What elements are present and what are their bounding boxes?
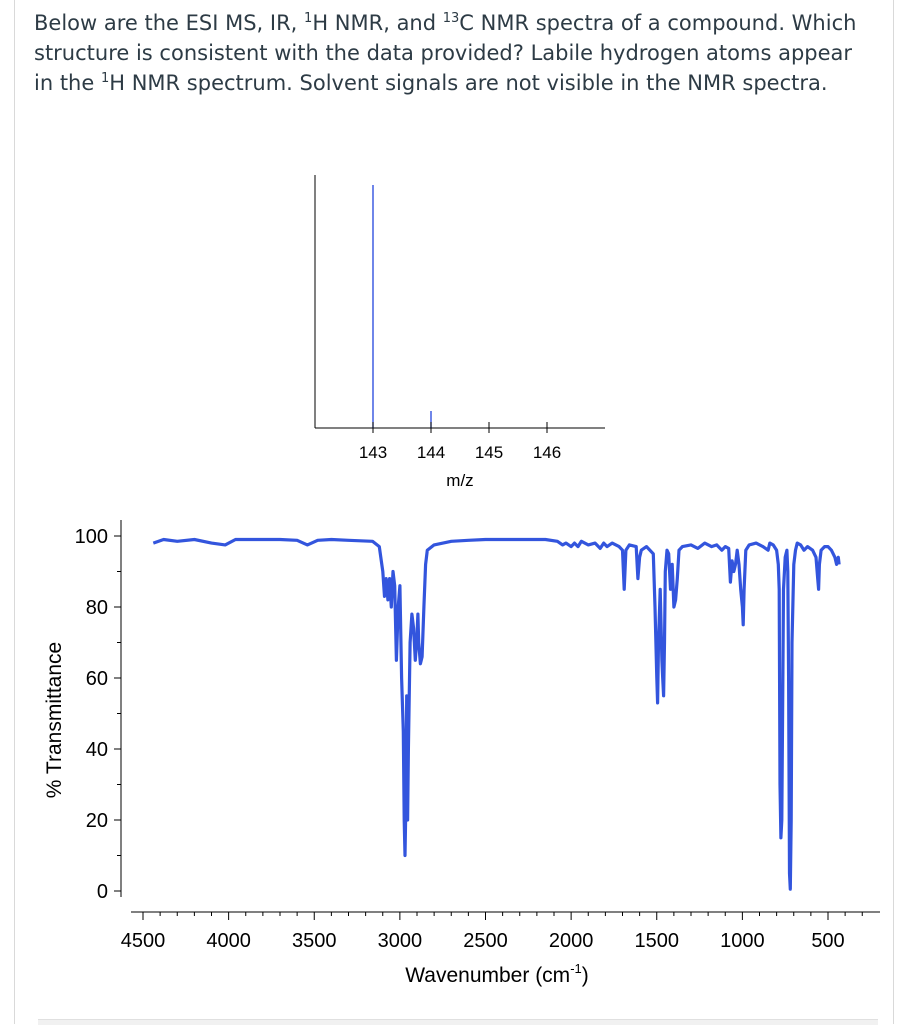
ir-ylabel: % Transmittance <box>43 642 66 798</box>
ir-xlabel-main: Wavenumber (cm <box>405 964 570 987</box>
ms-ticks: 143 144 145 146 <box>359 422 561 462</box>
ms-tick-label-145: 145 <box>475 443 503 462</box>
ir-ytick-label-20: 20 <box>86 810 108 832</box>
ms-tick-label-146: 146 <box>533 443 561 462</box>
ir-ytick-label-100: 100 <box>75 526 108 548</box>
isotope-superscript-1b: 1 <box>100 71 110 86</box>
ir-xtick-label-500: 500 <box>811 930 844 952</box>
ir-yticks: 0 20 40 60 80 100 <box>75 526 121 903</box>
question-part-4: H NMR spectrum. Solvent signals are not … <box>109 71 828 95</box>
ir-xtick-label-3000: 3000 <box>378 930 423 952</box>
question-part-3: C NMR spectra of a compound. Which struc… <box>34 11 857 95</box>
ir-xtick-label-2000: 2000 <box>549 930 594 952</box>
ir-chart: 0 20 40 60 80 100 4500 4000 3500 3000 2500 2000 150… <box>43 520 880 987</box>
ir-xtick-label-3500: 3500 <box>292 930 337 952</box>
ir-spectrum-line <box>152 537 841 891</box>
ir-xlabel-end: ) <box>582 964 589 987</box>
ms-chart: 143 144 145 146 m/z <box>314 175 605 490</box>
ms-tick-label-144: 144 <box>417 443 445 462</box>
ir-ytick-label-60: 60 <box>86 668 108 690</box>
question-part-2: H NMR, and <box>312 11 443 35</box>
question-card <box>14 0 894 1024</box>
ms-axes <box>314 175 605 429</box>
ir-ytick-label-0: 0 <box>97 881 108 903</box>
isotope-superscript-1: 1 <box>304 11 313 26</box>
ms-xlabel: m/z <box>446 471 473 490</box>
ir-xtick-label-1500: 1500 <box>635 930 680 952</box>
isotope-superscript-13: 13 <box>442 11 460 26</box>
question-part-1: Below are the ESI MS, IR, <box>34 11 305 35</box>
ir-xtick-label-4000: 4000 <box>206 930 251 952</box>
ir-xtick-label-2500: 2500 <box>463 930 508 952</box>
ir-ytick-label-40: 40 <box>86 739 108 761</box>
ir-ytick-label-80: 80 <box>86 597 108 619</box>
question-text: Below are the ESI MS, IR, 1H NMR, and 13… <box>34 8 874 98</box>
ir-xtick-label-4500: 4500 <box>121 930 166 952</box>
ms-tick-label-143: 143 <box>359 443 387 462</box>
ir-xlabel-sup: -1 <box>570 961 582 976</box>
ms-peaks <box>372 185 432 428</box>
ir-xticks: 4500 4000 3500 3000 2500 2000 1500 1000 500 <box>121 912 863 952</box>
next-section-edge <box>38 1019 878 1025</box>
ir-xlabel: Wavenumber (cm-1) <box>405 961 589 987</box>
ir-xtick-label-1000: 1000 <box>720 930 765 952</box>
ir-axes <box>120 520 880 913</box>
